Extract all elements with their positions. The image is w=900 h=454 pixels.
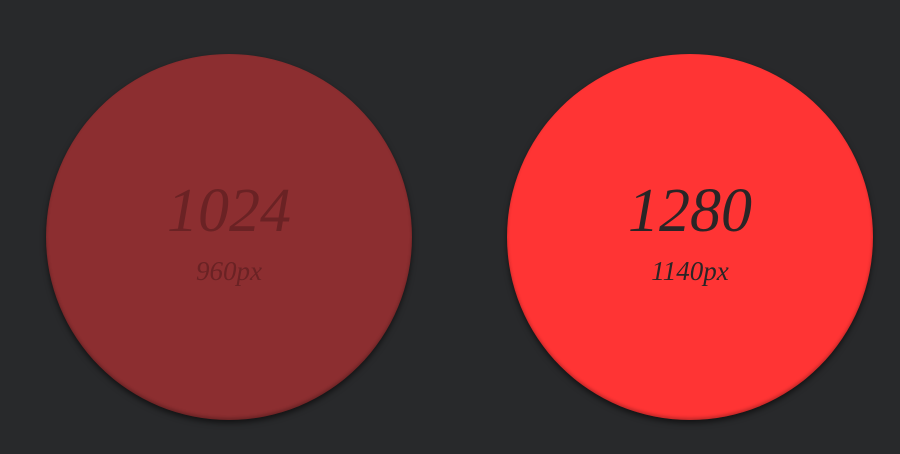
width-option[interactable]: 1280 1140px (507, 54, 873, 420)
option-label: 1280 (628, 176, 752, 245)
option-label: 1024 (167, 176, 291, 245)
width-option[interactable]: 1024 960px (46, 54, 412, 420)
option-sub: 1140px (651, 255, 729, 286)
option-sub: 960px (196, 255, 262, 286)
